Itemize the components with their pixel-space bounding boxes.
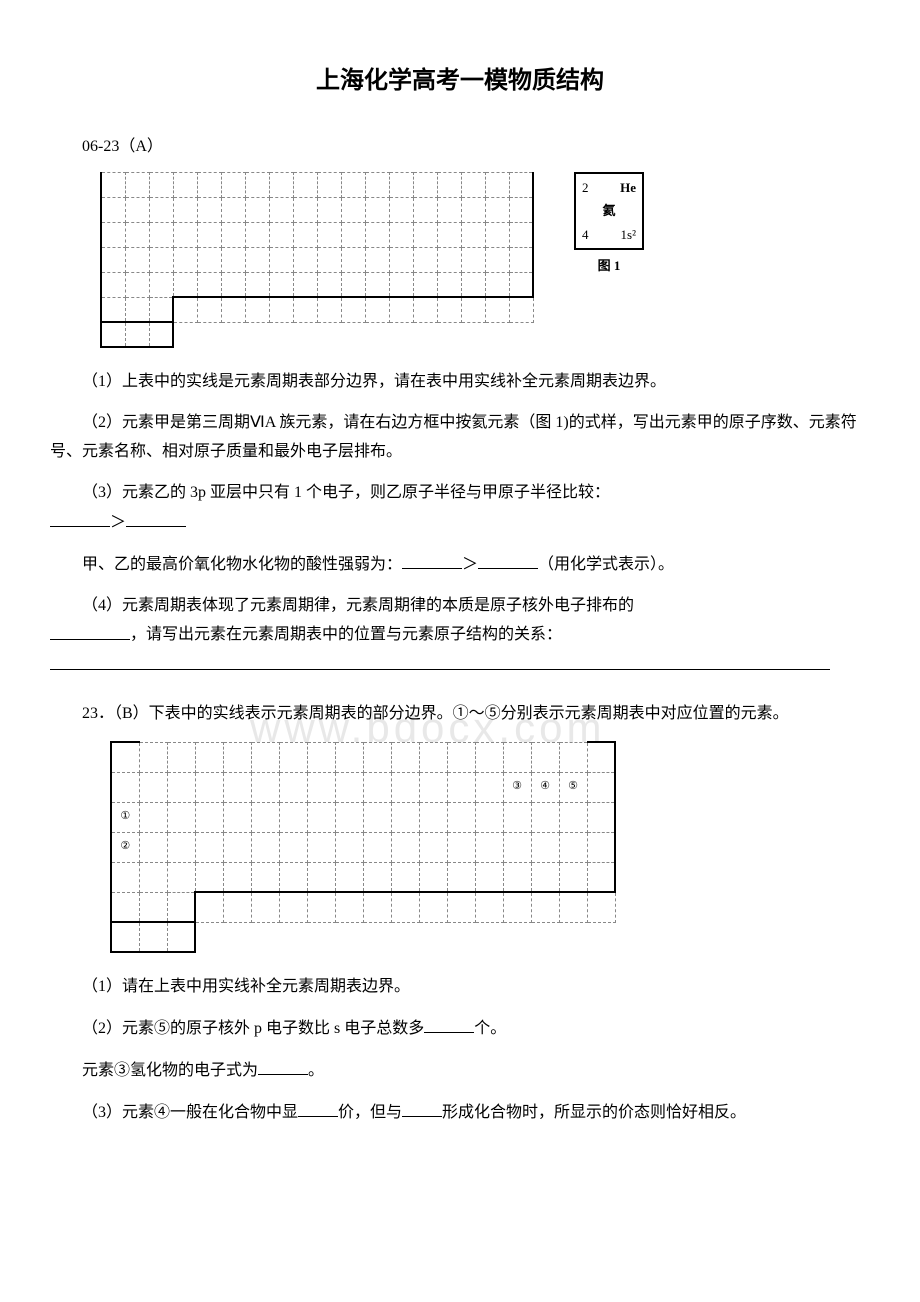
q2-suffix: 个。 bbox=[474, 1020, 506, 1037]
marker-2: ② bbox=[120, 840, 130, 852]
blank-input[interactable] bbox=[402, 550, 462, 569]
q3-suffix-b: 形成化合物时，所显示的价态则恰好相反。 bbox=[442, 1104, 746, 1121]
periodic-table-grid-a bbox=[100, 172, 534, 349]
marker-1: ① bbox=[120, 810, 130, 822]
q3-line2-suffix: （用化学式表示）。 bbox=[538, 556, 674, 573]
blank-input[interactable] bbox=[258, 1056, 308, 1075]
q3-mid: 价，但与 bbox=[338, 1104, 402, 1121]
blank-input[interactable] bbox=[424, 1014, 474, 1033]
section-a-label: 06-23（A） bbox=[50, 133, 870, 162]
blank-input[interactable] bbox=[402, 1098, 442, 1117]
q3-prefix-b: （3）元素④一般在化合物中显 bbox=[82, 1104, 298, 1121]
element-box-container: 2 He 氦 4 1s² 图 1 bbox=[574, 172, 644, 278]
blank-input[interactable] bbox=[50, 508, 110, 527]
question-b3: （3）元素④一般在化合物中显 价，但与 形成化合物时，所显示的价态则恰好相反。 bbox=[50, 1098, 870, 1128]
element-config: 1s² bbox=[621, 223, 636, 246]
blank-input[interactable] bbox=[478, 550, 538, 569]
marker-4: ④ bbox=[540, 780, 550, 792]
question-b1: （1）请在上表中用实线补全元素周期表边界。 bbox=[50, 973, 870, 1002]
marker-5: ⑤ bbox=[568, 780, 578, 792]
periodic-table-grid-b: ③ ④ ⑤ ① ② bbox=[110, 741, 616, 953]
page-title: 上海化学高考一模物质结构 bbox=[50, 60, 870, 103]
question-a1: （1）上表中的实线是元素周期表部分边界，请在表中用实线补全元素周期表边界。 bbox=[50, 368, 870, 397]
blank-input[interactable] bbox=[126, 508, 186, 527]
element-mass: 4 bbox=[582, 223, 589, 246]
question-a3: （3）元素乙的 3p 亚层中只有 1 个电子，则乙原子半径与甲原子半径比较： ＞ bbox=[50, 479, 870, 538]
q2-prefix: （2）元素⑤的原子核外 p 电子数比 s 电子总数多 bbox=[82, 1020, 424, 1037]
helium-element-box: 2 He 氦 4 1s² bbox=[574, 172, 644, 250]
figure-1-caption: 图 1 bbox=[574, 254, 644, 277]
question-b2: （2）元素⑤的原子核外 p 电子数比 s 电子总数多 个。 bbox=[50, 1014, 870, 1044]
question-a3-line2: 甲、乙的最高价氧化物水化物的酸性强弱为： ＞ （用化学式表示）。 bbox=[50, 550, 870, 580]
gt-symbol-2: ＞ bbox=[462, 556, 478, 573]
element-name: 氦 bbox=[578, 199, 640, 222]
section-b-label: 23．（B）下表中的实线表示元素周期表的部分边界。①～⑤分别表示元素周期表中对应… bbox=[50, 700, 870, 729]
question-a2: （2）元素甲是第三周期ⅥA 族元素，请在右边方框中按氦元素（图 1)的式样，写出… bbox=[50, 409, 870, 467]
q4-prefix: （4）元素周期表体现了元素周期律，元素周期律的本质是原子核外电子排布的 bbox=[82, 597, 634, 614]
element-number: 2 bbox=[582, 176, 589, 199]
q3-prefix: （3）元素乙的 3p 亚层中只有 1 个电子，则乙原子半径与甲原子半径比较： bbox=[82, 484, 610, 501]
figure-1-container: 2 He 氦 4 1s² 图 1 bbox=[100, 172, 870, 349]
marker-3: ③ bbox=[512, 780, 522, 792]
question-b2-line2: 元素③氢化物的电子式为 。 bbox=[50, 1056, 870, 1086]
q3-line2-prefix: 甲、乙的最高价氧化物水化物的酸性强弱为： bbox=[82, 556, 402, 573]
q2-line2-prefix: 元素③氢化物的电子式为 bbox=[82, 1062, 258, 1079]
question-a4: （4）元素周期表体现了元素周期律，元素周期律的本质是原子核外电子排布的 ，请写出元… bbox=[50, 592, 870, 681]
element-symbol: He bbox=[620, 176, 636, 199]
q2-line2-suffix: 。 bbox=[308, 1062, 324, 1079]
blank-input[interactable] bbox=[50, 620, 130, 639]
blank-input[interactable] bbox=[50, 650, 830, 669]
blank-input[interactable] bbox=[298, 1098, 338, 1117]
gt-symbol: ＞ bbox=[110, 514, 126, 531]
q4-suffix: ，请写出元素在元素周期表中的位置与元素原子结构的关系： bbox=[130, 627, 562, 644]
